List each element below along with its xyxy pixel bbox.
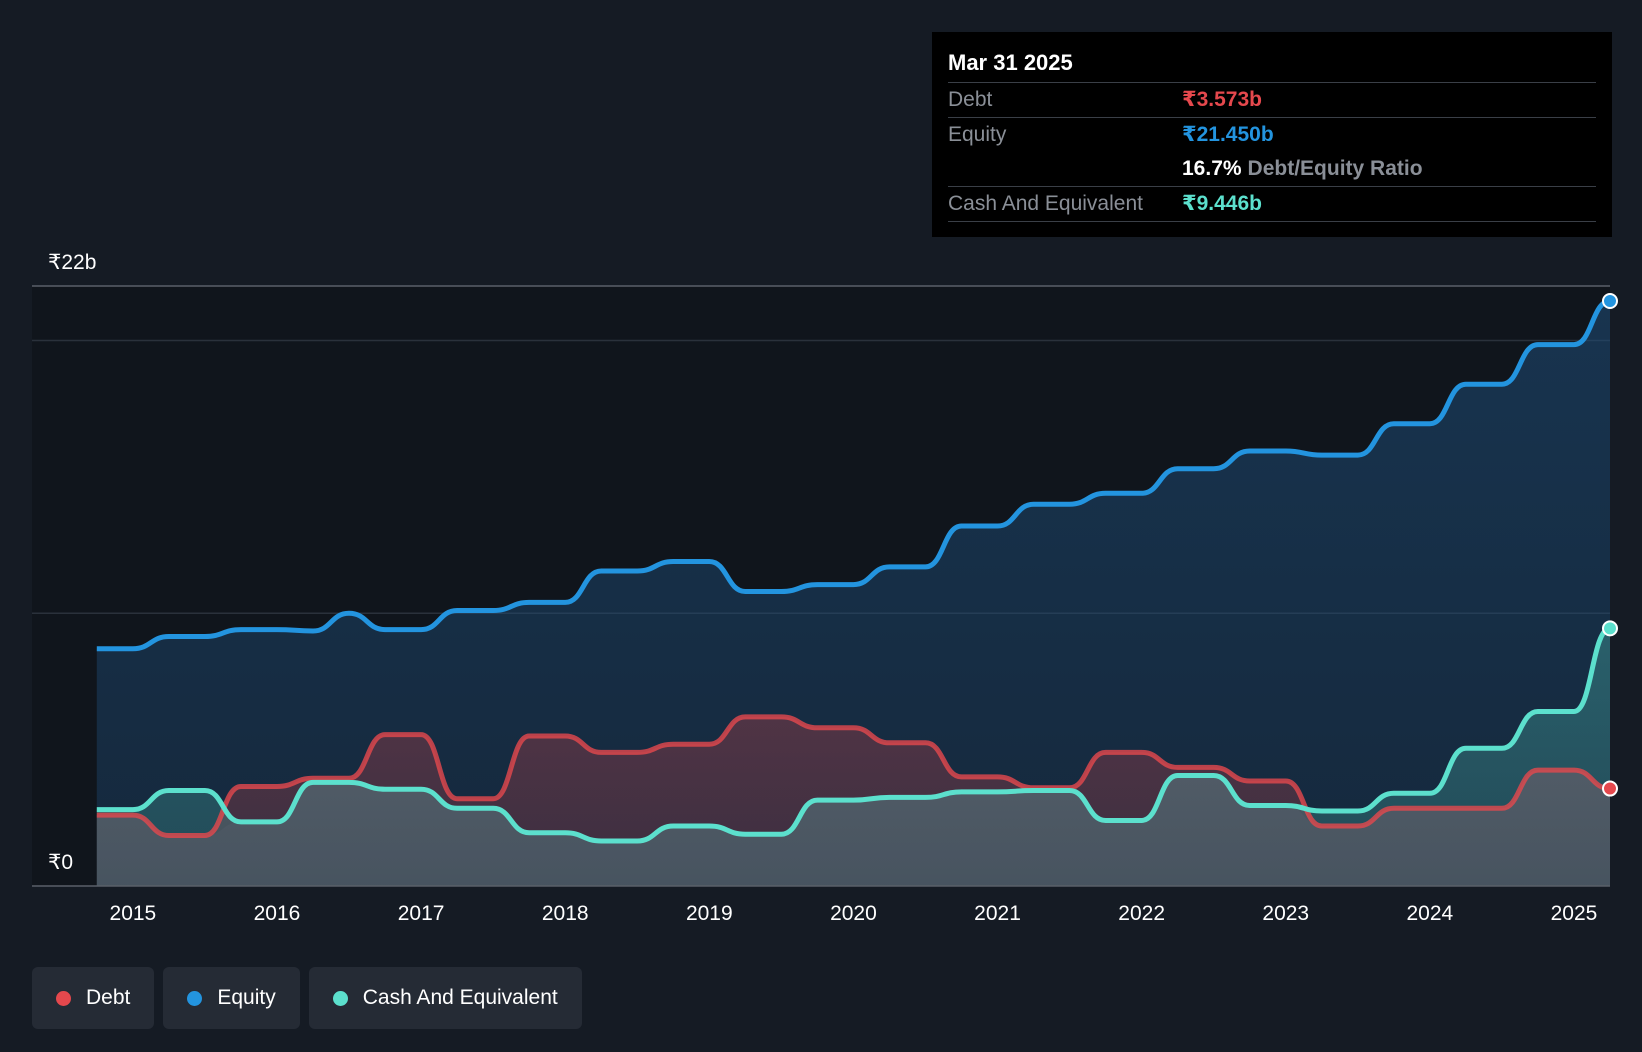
tooltip-equity-row: Equity ₹21.450b xyxy=(948,118,1596,152)
x-tick-label: 2019 xyxy=(686,902,733,925)
legend-label-debt: Debt xyxy=(86,986,131,1009)
x-tick-label: 2018 xyxy=(542,902,589,925)
tooltip-ratio-label: Debt/Equity Ratio xyxy=(1247,157,1423,180)
tooltip-ratio-spacer xyxy=(948,152,1182,186)
x-tick-label: 2022 xyxy=(1118,902,1165,925)
x-tick-label: 2021 xyxy=(974,902,1021,925)
cash-line xyxy=(96,625,1611,844)
y-axis-max-label: ₹22b xyxy=(48,251,97,274)
legend-dot-equity-icon xyxy=(187,990,203,1006)
data-tooltip: Mar 31 2025 Debt ₹3.573b Equity ₹21.450b… xyxy=(932,32,1612,237)
x-tick-label: 2025 xyxy=(1551,902,1598,925)
tooltip-debt-row: Debt ₹3.573b xyxy=(948,83,1596,118)
tooltip-cash-label: Cash And Equivalent xyxy=(948,192,1143,215)
tooltip-cash-value: ₹9.446b xyxy=(1182,192,1262,215)
tooltip-debt-label: Debt xyxy=(948,88,993,111)
legend-item-cash[interactable]: Cash And Equivalent xyxy=(308,967,582,1029)
y-axis-min-label: ₹0 xyxy=(48,851,74,874)
legend-dot-cash-icon xyxy=(332,990,348,1006)
legend-label-equity: Equity xyxy=(217,986,276,1009)
equity-area xyxy=(96,301,1610,886)
chart-legend: Debt Equity Cash And Equivalent xyxy=(32,967,582,1029)
tooltip-equity-label: Equity xyxy=(948,123,1007,146)
tooltip-date: Mar 31 2025 xyxy=(948,48,1596,83)
tooltip-debt-value: ₹3.573b xyxy=(1182,88,1262,111)
x-tick-label: 2016 xyxy=(254,902,301,925)
tooltip-cash-row: Cash And Equivalent ₹9.446b xyxy=(948,187,1596,222)
debt-end-marker xyxy=(1602,780,1618,797)
legend-item-debt[interactable]: Debt xyxy=(32,967,155,1029)
tooltip-ratio-value: 16.7% xyxy=(1182,157,1242,180)
x-tick-label: 2020 xyxy=(830,902,877,925)
legend-label-cash: Cash And Equivalent xyxy=(362,986,558,1009)
x-tick-label: 2017 xyxy=(398,902,445,925)
legend-dot-debt-icon xyxy=(56,990,71,1006)
tooltip-ratio-row: 16.7% Debt/Equity Ratio xyxy=(948,152,1596,187)
equity-end-marker xyxy=(1602,293,1618,309)
legend-item-equity[interactable]: Equity xyxy=(163,967,300,1029)
overlap-area xyxy=(96,770,1610,886)
x-tick-label: 2015 xyxy=(110,902,157,925)
x-tick-label: 2023 xyxy=(1262,902,1309,925)
debt-line xyxy=(96,714,1611,838)
cash-end-marker xyxy=(1602,620,1618,637)
x-tick-label: 2024 xyxy=(1407,902,1454,925)
cash-area xyxy=(96,628,1610,886)
tooltip-equity-value: ₹21.450b xyxy=(1182,123,1274,146)
equity-line xyxy=(96,298,1611,652)
